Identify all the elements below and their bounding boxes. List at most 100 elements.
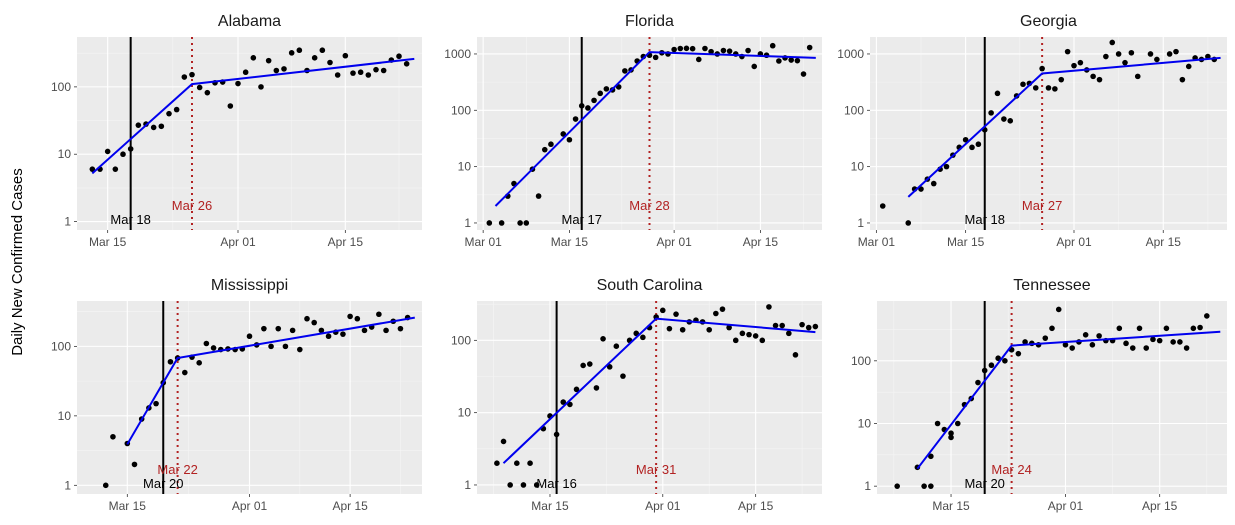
data-point [523,220,530,226]
data-point [975,141,982,148]
data-point [1147,51,1154,57]
data-point [1090,73,1096,80]
data-point [288,50,295,56]
y-tick-label: 100 [844,103,864,117]
data-point [640,334,646,341]
y-tick-label: 1 [857,216,864,230]
data-point [1049,325,1055,332]
data-point [1096,76,1103,83]
y-tick-label: 1 [64,478,71,492]
vline-dotted-label: Mar 31 [636,462,676,477]
data-point [894,483,900,489]
y-tick-label: 1 [64,215,71,229]
y-tick-label: 100 [51,339,71,353]
data-point [1052,86,1058,92]
data-point [1089,342,1096,348]
data-point [573,386,580,393]
data-point [1103,53,1109,60]
data-point [541,146,548,153]
data-point [1032,85,1039,91]
data-point [1062,342,1069,348]
data-point [702,45,708,52]
data-point [514,460,520,466]
y-tick-label: 100 [51,80,71,94]
data-point [265,57,272,64]
data-point [102,482,109,489]
data-point [182,369,188,376]
panel-title: Alabama [218,13,281,30]
facet-panels: 1 10 100 Mar 15 Apr 01 Apr 15 Alabama Mar 18 Mar… [51,13,1227,513]
data-point [679,326,686,333]
data-point [1154,56,1160,63]
data-point [396,53,402,60]
data-point [533,482,540,488]
data-point [289,327,296,334]
data-point [120,151,126,158]
data-point [517,220,523,226]
x-tick-label: Apr 15 [1146,235,1182,249]
data-point [962,136,969,143]
data-point [969,144,975,151]
y-tick-label: 1 [464,216,471,230]
data-point [376,311,382,318]
data-point [677,45,684,52]
data-point [930,180,937,187]
data-point [235,80,241,87]
data-point [273,67,280,74]
data-point [380,67,387,74]
data-point [620,373,626,379]
data-point [548,141,554,148]
data-point [304,315,310,322]
x-tick-label: Apr 01 [220,235,256,249]
data-point [1183,345,1190,351]
x-tick-label: Mar 01 [858,235,896,249]
data-point [1082,332,1089,338]
data-point [1179,76,1186,83]
data-point [189,71,195,78]
x-tick-label: Mar 15 [531,499,569,513]
data-point [567,401,573,408]
data-point [600,336,606,342]
data-point [246,333,253,340]
panel-tennessee: 1 10 100 Mar 15 Apr 01 Apr 15 Tennessee Mar 20M… [851,277,1227,513]
data-point [622,68,628,74]
data-point [204,89,211,96]
data-point [1064,48,1071,55]
data-point [779,322,785,329]
vline-dotted-label: Mar 22 [157,462,197,477]
data-point [110,433,116,440]
data-point [311,319,317,326]
y-tick-label: 10 [858,416,872,430]
data-point [805,324,812,331]
data-point [282,343,289,350]
data-point [1020,81,1026,88]
data-point [342,52,349,59]
data-point [720,47,727,54]
data-point [535,193,542,199]
y-tick-label: 100 [451,103,471,117]
panel-title: Tennessee [1013,277,1090,294]
data-point [603,86,610,92]
x-tick-label: Apr 01 [645,499,681,513]
data-point [943,163,950,170]
data-point [726,48,733,54]
data-point [948,430,954,436]
y-tick-label: 10 [58,409,72,423]
data-point [981,367,988,374]
panel-south-carolina: 1 10 100 Mar 15 Apr 01 Apr 15 South Carolina Ma… [451,277,822,513]
panel-background [77,37,422,230]
vline-solid-label: Mar 18 [110,212,150,227]
data-point [988,362,995,369]
data-point [752,333,759,339]
data-point [350,70,356,76]
data-point [258,84,264,90]
data-point [383,327,389,334]
data-point [127,146,134,152]
data-point [1007,118,1014,124]
data-point [319,47,326,54]
data-point [726,324,732,331]
data-point [995,355,1001,362]
data-point [928,483,934,489]
data-point [500,438,507,445]
data-point [1055,306,1062,313]
